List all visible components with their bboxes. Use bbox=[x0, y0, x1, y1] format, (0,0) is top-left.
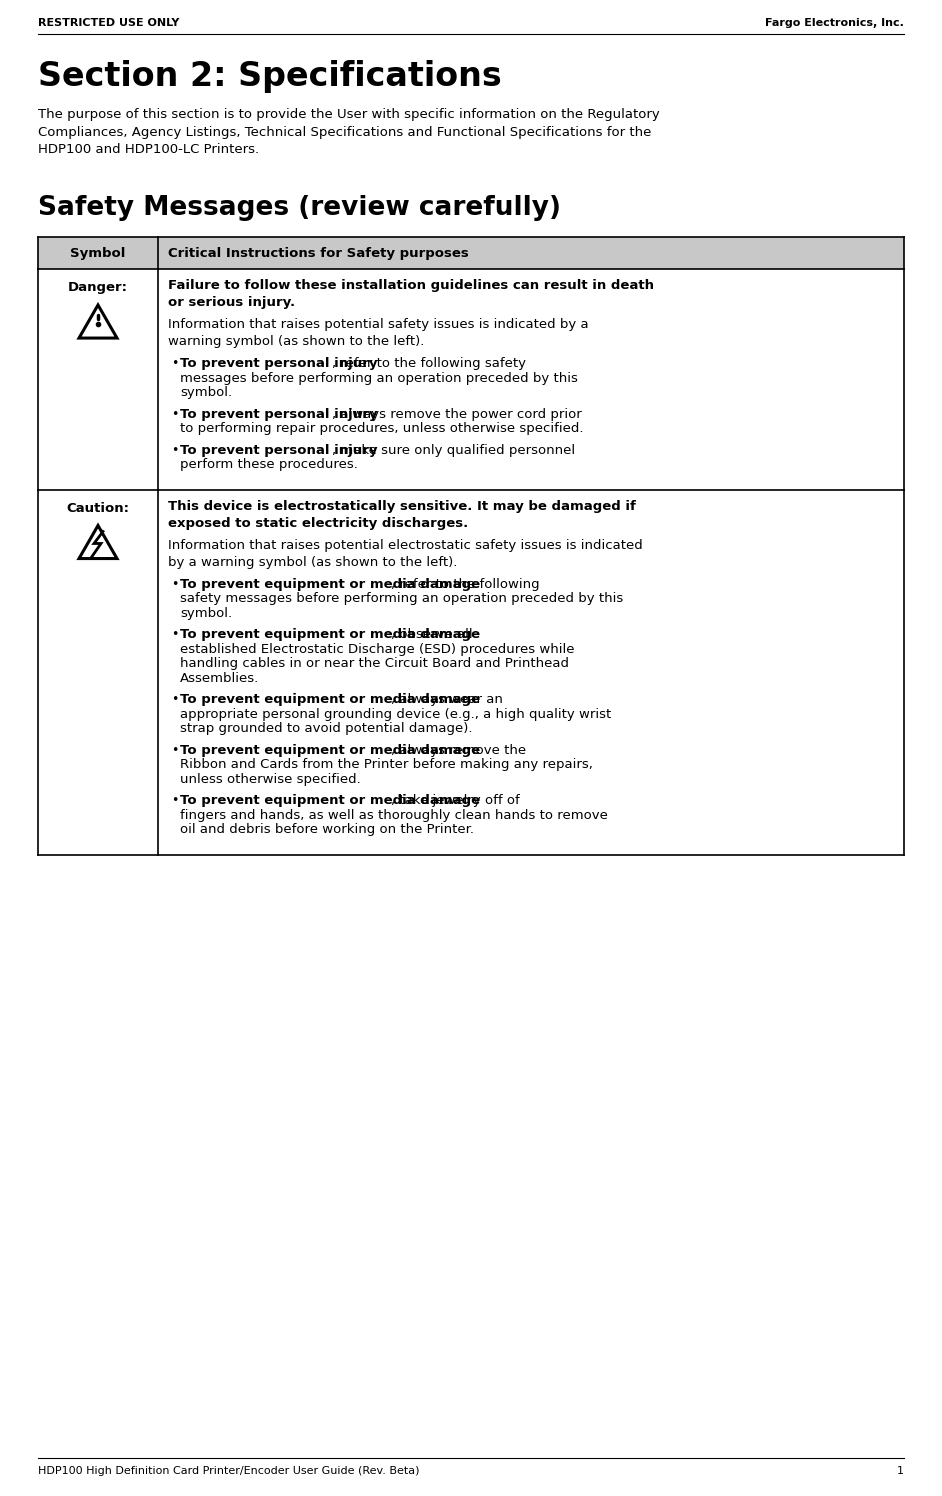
Text: To prevent equipment or media damage: To prevent equipment or media damage bbox=[180, 693, 480, 706]
Text: Ribbon and Cards from the Printer before making any repairs,: Ribbon and Cards from the Printer before… bbox=[180, 758, 593, 770]
Text: Safety Messages (review carefully): Safety Messages (review carefully) bbox=[38, 194, 561, 221]
Text: strap grounded to avoid potential damage).: strap grounded to avoid potential damage… bbox=[180, 723, 473, 735]
Text: •: • bbox=[171, 693, 178, 706]
Bar bbox=[38, 236, 904, 269]
Text: , take jewelry off of: , take jewelry off of bbox=[391, 794, 519, 806]
Text: unless otherwise specified.: unless otherwise specified. bbox=[180, 772, 361, 785]
Text: To prevent equipment or media damage: To prevent equipment or media damage bbox=[180, 577, 480, 591]
Text: oil and debris before working on the Printer.: oil and debris before working on the Pri… bbox=[180, 823, 474, 836]
Text: •: • bbox=[171, 794, 178, 806]
Text: safety messages before performing an operation preceded by this: safety messages before performing an ope… bbox=[180, 592, 624, 604]
Text: , refer to the following: , refer to the following bbox=[391, 577, 539, 591]
Text: Section 2: Specifications: Section 2: Specifications bbox=[38, 60, 502, 93]
Text: Symbol: Symbol bbox=[71, 247, 125, 259]
Text: HDP100 High Definition Card Printer/Encoder User Guide (Rev. Beta): HDP100 High Definition Card Printer/Enco… bbox=[38, 1466, 419, 1477]
Text: •: • bbox=[171, 628, 178, 640]
Text: To prevent equipment or media damage: To prevent equipment or media damage bbox=[180, 794, 480, 806]
Text: fingers and hands, as well as thoroughly clean hands to remove: fingers and hands, as well as thoroughly… bbox=[180, 808, 608, 821]
Text: , always wear an: , always wear an bbox=[391, 693, 502, 706]
Text: Information that raises potential safety issues is indicated by a
warning symbol: Information that raises potential safety… bbox=[168, 319, 589, 349]
Text: handling cables in or near the Circuit Board and Printhead: handling cables in or near the Circuit B… bbox=[180, 657, 569, 670]
Text: Assemblies.: Assemblies. bbox=[180, 672, 259, 685]
Text: 1: 1 bbox=[897, 1466, 904, 1477]
Text: This device is electrostatically sensitive. It may be damaged if
exposed to stat: This device is electrostatically sensiti… bbox=[168, 500, 636, 530]
Text: Critical Instructions for Safety purposes: Critical Instructions for Safety purpose… bbox=[168, 247, 469, 259]
Text: to performing repair procedures, unless otherwise specified.: to performing repair procedures, unless … bbox=[180, 422, 583, 435]
Text: messages before performing an operation preceded by this: messages before performing an operation … bbox=[180, 371, 577, 384]
Text: Failure to follow these installation guidelines can result in death
or serious i: Failure to follow these installation gui… bbox=[168, 278, 654, 310]
Text: RESTRICTED USE ONLY: RESTRICTED USE ONLY bbox=[38, 18, 179, 28]
Text: , observe all: , observe all bbox=[391, 628, 472, 640]
Text: •: • bbox=[171, 407, 178, 420]
Text: To prevent equipment or media damage: To prevent equipment or media damage bbox=[180, 628, 480, 640]
Text: perform these procedures.: perform these procedures. bbox=[180, 458, 358, 471]
Text: Fargo Electronics, Inc.: Fargo Electronics, Inc. bbox=[765, 18, 904, 28]
Text: , always remove the power cord prior: , always remove the power cord prior bbox=[333, 407, 582, 420]
Text: established Electrostatic Discharge (ESD) procedures while: established Electrostatic Discharge (ESD… bbox=[180, 642, 575, 655]
Text: To prevent equipment or media damage: To prevent equipment or media damage bbox=[180, 744, 480, 757]
Text: To prevent personal injury: To prevent personal injury bbox=[180, 358, 378, 370]
Text: To prevent personal injury: To prevent personal injury bbox=[180, 443, 378, 456]
Text: , make sure only qualified personnel: , make sure only qualified personnel bbox=[333, 443, 576, 456]
Text: , refer to the following safety: , refer to the following safety bbox=[333, 358, 526, 370]
Text: Caution:: Caution: bbox=[67, 501, 129, 515]
Text: •: • bbox=[171, 443, 178, 456]
Text: symbol.: symbol. bbox=[180, 606, 232, 619]
Text: •: • bbox=[171, 577, 178, 591]
Text: appropriate personal grounding device (e.g., a high quality wrist: appropriate personal grounding device (e… bbox=[180, 708, 611, 721]
Text: symbol.: symbol. bbox=[180, 386, 232, 399]
Text: Danger:: Danger: bbox=[68, 281, 128, 295]
Text: The purpose of this section is to provide the User with specific information on : The purpose of this section is to provid… bbox=[38, 108, 659, 156]
Text: , always remove the: , always remove the bbox=[391, 744, 526, 757]
Text: Information that raises potential electrostatic safety issues is indicated
by a : Information that raises potential electr… bbox=[168, 539, 642, 568]
Text: To prevent personal injury: To prevent personal injury bbox=[180, 407, 378, 420]
Text: •: • bbox=[171, 358, 178, 370]
Text: •: • bbox=[171, 744, 178, 757]
